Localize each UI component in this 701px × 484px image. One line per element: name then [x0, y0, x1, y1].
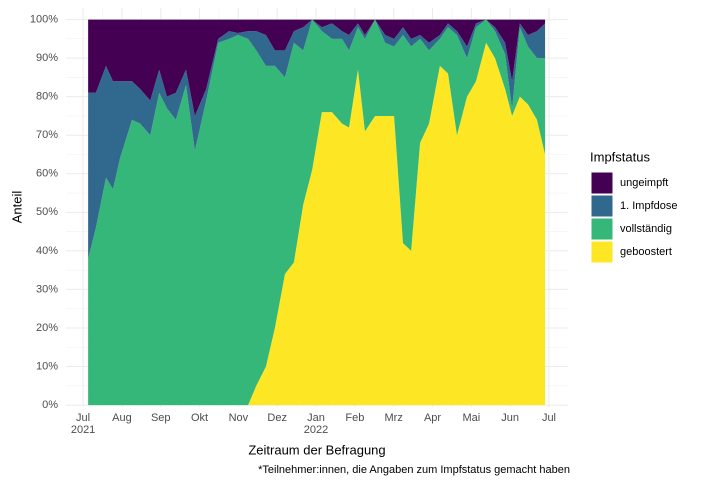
x-tick-label: Aug	[112, 412, 132, 424]
y-tick-label: 30%	[36, 283, 58, 295]
legend-swatch	[590, 240, 614, 264]
legend-swatch	[590, 194, 614, 218]
y-tick-label: 100%	[30, 13, 58, 25]
y-tick-label: 20%	[36, 322, 58, 334]
x-tick-label: Jun	[501, 412, 519, 424]
x-tick-label: Jan 2022	[304, 412, 328, 436]
x-tick-label: Nov	[229, 412, 249, 424]
legend-label: ungeimpft	[620, 177, 668, 189]
legend-label: vollständig	[620, 223, 672, 235]
x-tick-label: Apr	[424, 412, 441, 424]
y-tick-label: 0%	[42, 399, 58, 411]
legend-swatch	[590, 217, 614, 241]
y-tick-label: 10%	[36, 360, 58, 372]
legend-label: 1. Impfdose	[620, 200, 677, 212]
legend-title: Impfstatus	[590, 149, 650, 164]
y-tick-label: 60%	[36, 168, 58, 180]
area	[88, 19, 546, 406]
caption: *Teilnehmer:innen, die Angaben zum Impfs…	[258, 464, 570, 476]
area	[88, 19, 546, 116]
legend-label: geboostert	[620, 246, 672, 258]
x-tick-label: Jul 2021	[71, 412, 95, 436]
y-tick-label: 90%	[36, 52, 58, 64]
y-tick-label: 80%	[36, 91, 58, 103]
x-tick-label: Okt	[191, 412, 208, 424]
x-tick-label: Sep	[151, 412, 171, 424]
area	[88, 42, 546, 406]
x-axis-label: Zeitraum der Befragung	[248, 442, 385, 457]
x-tick-label: Mrz	[385, 412, 403, 424]
x-tick-label: Feb	[345, 412, 364, 424]
y-tick-label: 40%	[36, 245, 58, 257]
x-tick-label: Dez	[267, 412, 287, 424]
legend-swatch	[590, 171, 614, 195]
x-tick-label: Mai	[462, 412, 480, 424]
y-tick-label: 50%	[36, 206, 58, 218]
x-tick-label: Jul	[542, 412, 556, 424]
y-axis-label: Anteil	[9, 191, 24, 224]
y-tick-label: 70%	[36, 129, 58, 141]
